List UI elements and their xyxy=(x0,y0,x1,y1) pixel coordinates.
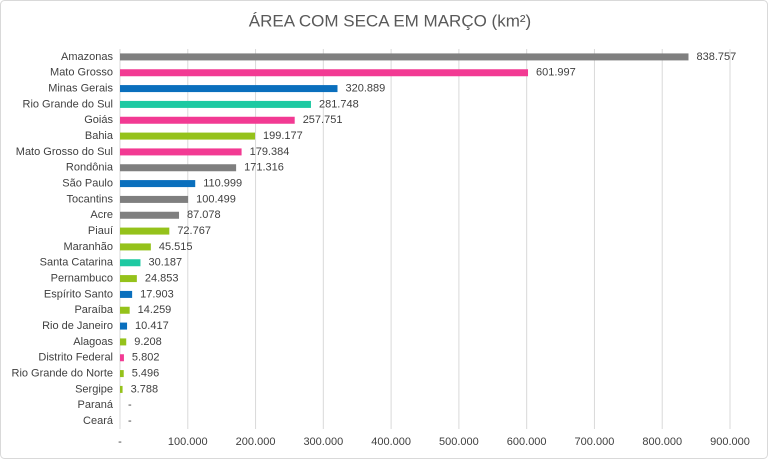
y-tick-label: Sergipe xyxy=(75,383,113,395)
chart-title: ÁREA COM SECA EM MARÇO (km²) xyxy=(249,11,531,30)
y-tick-label: Bahia xyxy=(85,130,114,142)
data-label: 601.997 xyxy=(536,67,576,79)
x-tick-label: 200.000 xyxy=(236,436,276,448)
bar xyxy=(120,180,196,188)
data-label: - xyxy=(128,399,132,411)
y-tick-label: Mato Grosso xyxy=(50,67,113,79)
data-label: 24.853 xyxy=(145,272,179,284)
data-label: 199.177 xyxy=(263,130,303,142)
data-label: 320.889 xyxy=(345,82,385,94)
data-label: 100.499 xyxy=(196,193,236,205)
data-label: 3.788 xyxy=(131,383,159,395)
bar xyxy=(120,306,130,314)
data-label: 838.757 xyxy=(696,51,736,63)
bar xyxy=(120,100,311,108)
bar xyxy=(120,370,124,378)
x-tick-label: 500.000 xyxy=(439,436,479,448)
y-tick-label: Santa Catarina xyxy=(40,257,114,269)
data-label: 10.417 xyxy=(135,320,169,332)
bar xyxy=(120,338,127,346)
y-tick-label: Espírito Santo xyxy=(44,288,113,300)
x-tick-label: 100.000 xyxy=(168,436,208,448)
bar xyxy=(120,275,137,283)
data-label: 17.903 xyxy=(140,288,174,300)
x-tick-label: 400.000 xyxy=(371,436,411,448)
data-label: 281.748 xyxy=(319,98,359,110)
bar xyxy=(120,53,689,61)
bar xyxy=(120,164,237,172)
data-label: 14.259 xyxy=(138,304,172,316)
x-tick-label: 700.000 xyxy=(575,436,615,448)
bar xyxy=(120,322,128,330)
x-tick-label: - xyxy=(118,436,122,448)
data-label: 171.316 xyxy=(244,162,284,174)
bar xyxy=(120,132,255,140)
bar xyxy=(120,259,141,267)
data-label: 30.187 xyxy=(148,257,182,269)
data-label: - xyxy=(128,415,132,427)
data-label: 9.208 xyxy=(134,336,162,348)
bar xyxy=(120,195,189,203)
y-tick-label: Tocantins xyxy=(67,193,114,205)
bar xyxy=(120,211,180,219)
y-tick-label: Pernambuco xyxy=(51,272,113,284)
data-label: 257.751 xyxy=(303,114,343,126)
x-tick-label: 600.000 xyxy=(507,436,547,448)
y-tick-label: Piauí xyxy=(88,225,113,237)
data-label: 179.384 xyxy=(250,146,290,158)
data-label: 110.999 xyxy=(203,177,242,189)
y-tick-label: Rio de Janeiro xyxy=(42,320,113,332)
x-tick-label: 900.000 xyxy=(710,436,750,448)
data-label: 72.767 xyxy=(177,225,211,237)
data-label: 5.802 xyxy=(132,352,160,364)
y-tick-label: Alagoas xyxy=(73,336,113,348)
bar xyxy=(120,148,242,156)
y-tick-label: Rio Grande do Norte xyxy=(12,367,114,379)
data-label: 5.496 xyxy=(132,367,160,379)
y-tick-label: Rondônia xyxy=(66,162,114,174)
y-tick-label: Paraná xyxy=(78,399,114,411)
data-label: 45.515 xyxy=(159,241,193,253)
y-tick-label: Paraíba xyxy=(74,304,113,316)
y-tick-label: Rio Grande do Sul xyxy=(23,98,114,110)
bar xyxy=(120,85,338,93)
y-tick-label: Goiás xyxy=(84,114,113,126)
y-tick-label: Mato Grosso do Sul xyxy=(16,146,113,158)
bar xyxy=(120,116,295,124)
y-tick-label: São Paulo xyxy=(62,177,113,189)
y-tick-label: Minas Gerais xyxy=(48,82,113,94)
bar xyxy=(120,385,123,393)
bar xyxy=(120,290,133,298)
bar xyxy=(120,227,170,235)
data-label: 87.078 xyxy=(187,209,221,221)
y-tick-label: Ceará xyxy=(83,415,114,427)
y-tick-label: Acre xyxy=(90,209,113,221)
x-tick-label: 300.000 xyxy=(303,436,343,448)
bar xyxy=(120,354,124,362)
y-tick-label: Amazonas xyxy=(61,51,113,63)
y-tick-label: Maranhão xyxy=(63,241,113,253)
bar xyxy=(120,69,529,77)
y-tick-label: Distrito Federal xyxy=(38,352,113,364)
bar xyxy=(120,243,151,251)
x-tick-label: 800.000 xyxy=(642,436,682,448)
